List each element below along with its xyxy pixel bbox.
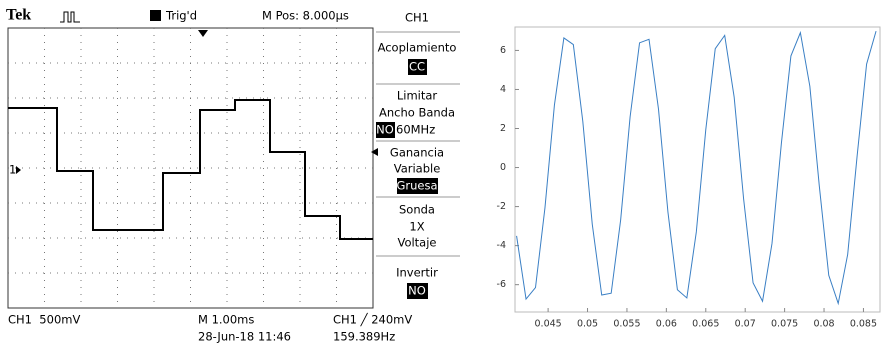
y-tick-label: -2 — [497, 201, 506, 212]
graticule — [8, 28, 373, 308]
y-tick-label: 4 — [500, 84, 506, 95]
position: M Pos: 8.000µs — [262, 9, 349, 23]
menu-label: Voltaje — [397, 236, 436, 250]
x-tick-label: 0.05 — [577, 319, 598, 330]
page: Tek Trig'd M Pos: 8.000µs 1 CH1 Acoplami… — [0, 0, 882, 347]
y-tick-label: 2 — [500, 123, 506, 134]
menu-label: Invertir — [396, 266, 438, 280]
y-tick-label: 0 — [500, 162, 506, 173]
y-tick-label: 6 — [500, 45, 506, 56]
x-tick-label: 0.07 — [735, 319, 756, 330]
menu-label: Sonda — [399, 203, 435, 217]
trigger-level-arrow — [371, 148, 378, 156]
menu-selected: Gruesa — [396, 179, 437, 193]
datetime: 28-Jun-18 11:46 — [198, 330, 291, 344]
menu-value: 60MHz — [396, 123, 435, 137]
menu-selected: NO — [376, 123, 394, 137]
x-tick-label: 0.045 — [535, 319, 562, 330]
channel-scale: CH1 500mV — [8, 313, 80, 327]
trace — [8, 100, 373, 239]
menu-label: 1X — [409, 220, 424, 234]
menu: CH1 Acoplamiento CC Limitar Ancho Banda … — [376, 11, 460, 300]
line-chart: -6 -4 -2 0 2 4 6 0.045 0.05 0.055 0.06 0.065 0.07 0.0… — [497, 27, 880, 330]
menu-label: Limitar — [397, 89, 438, 103]
menu-selected: NO — [408, 284, 426, 298]
plot-frame — [515, 27, 880, 312]
channel-marker: 1 — [9, 163, 16, 177]
timebase: M 1.00ms — [198, 313, 254, 327]
channel-arrow — [16, 166, 21, 174]
oscilloscope: Tek Trig'd M Pos: 8.000µs 1 CH1 Acoplami… — [6, 7, 460, 344]
trigger-pos-marker — [198, 30, 208, 37]
menu-label: Acoplamiento — [378, 41, 457, 55]
x-tick-label: 0.08 — [813, 319, 834, 330]
frequency: 159.389Hz — [333, 330, 395, 344]
x-tick-label: 0.085 — [850, 319, 877, 330]
y-tick-label: -4 — [497, 240, 506, 251]
acq-icon — [60, 12, 80, 22]
brand: Tek — [6, 7, 31, 24]
menu-title: CH1 — [405, 11, 429, 25]
x-tick-label: 0.065 — [692, 319, 719, 330]
x-tick-label: 0.06 — [656, 319, 677, 330]
trigger-status: Trig'd — [165, 9, 197, 23]
trig-icon — [150, 10, 161, 21]
y-tick-label: -6 — [497, 279, 506, 290]
menu-label: Ganancia — [390, 146, 444, 160]
menu-label: Variable — [394, 162, 441, 176]
menu-selected: CC — [409, 60, 425, 74]
data-line — [517, 31, 876, 303]
trigger-setting: CH1 ╱ 240mV — [333, 313, 412, 327]
menu-label: Ancho Banda — [379, 106, 455, 120]
x-tick-label: 0.055 — [613, 319, 640, 330]
x-tick-label: 0.075 — [771, 319, 798, 330]
